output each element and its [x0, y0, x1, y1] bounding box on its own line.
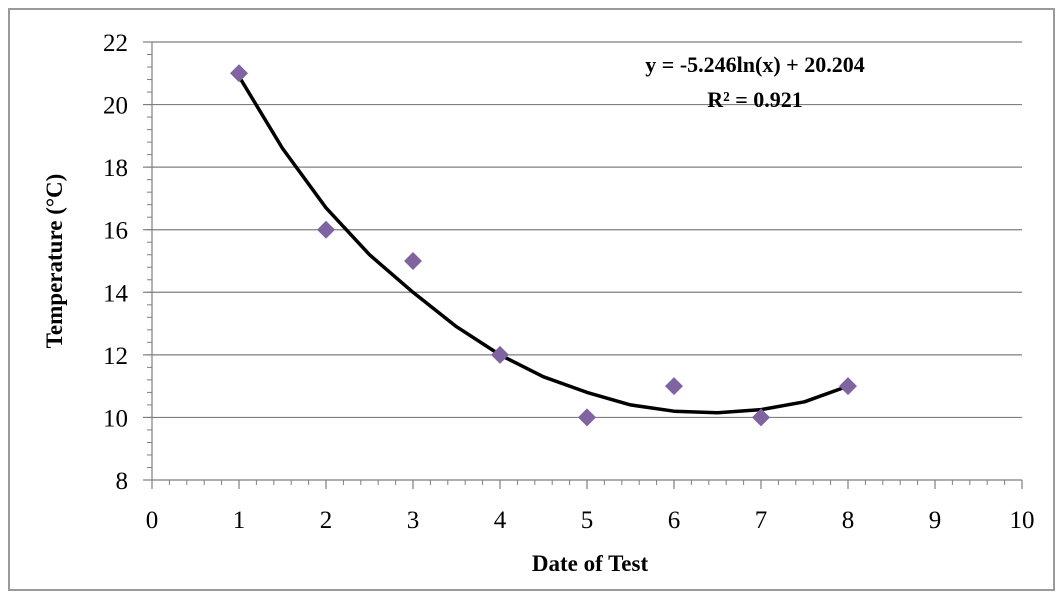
- data-point: [578, 408, 596, 427]
- y-tick-label: 22: [103, 30, 128, 57]
- x-tick-label: 9: [929, 507, 942, 534]
- y-tick-label: 12: [103, 343, 128, 370]
- axes: [143, 41, 1023, 489]
- data-point: [404, 252, 422, 270]
- x-tick-label: 7: [755, 507, 768, 534]
- x-tick-label: 1: [233, 507, 246, 534]
- y-tick-label: 14: [103, 280, 129, 307]
- data-point: [752, 408, 770, 427]
- x-tick-label: 8: [842, 507, 855, 534]
- x-axis-title: Date of Test: [532, 551, 649, 576]
- trendline-group: [237, 75, 849, 415]
- y-tick-label: 18: [103, 155, 128, 182]
- x-tick-label: 4: [494, 507, 507, 534]
- x-tick-label: 2: [320, 507, 333, 534]
- trendline: [237, 75, 849, 415]
- data-point: [665, 377, 683, 396]
- x-tick-label: 6: [668, 507, 681, 534]
- x-tick-label: 10: [1010, 507, 1035, 534]
- trendline-equation: y = -5.246ln(x) + 20.204: [645, 52, 864, 77]
- y-axis-title: Temperature (°C): [42, 174, 67, 349]
- y-tick-label: 8: [116, 468, 129, 495]
- y-tick-label: 16: [103, 218, 128, 245]
- y-tick-label: 20: [103, 93, 128, 120]
- data-point: [839, 377, 857, 396]
- data-point: [317, 220, 335, 239]
- gridlines: [152, 41, 1022, 419]
- y-tick-label: 10: [103, 405, 128, 432]
- x-tick-label: 0: [146, 507, 159, 534]
- r-squared-label: R² = 0.921: [707, 87, 803, 112]
- data-point: [491, 345, 509, 364]
- data-points: [230, 64, 857, 427]
- x-tick-label: 3: [407, 507, 420, 534]
- data-point: [230, 64, 248, 83]
- x-tick-label: 5: [581, 507, 594, 534]
